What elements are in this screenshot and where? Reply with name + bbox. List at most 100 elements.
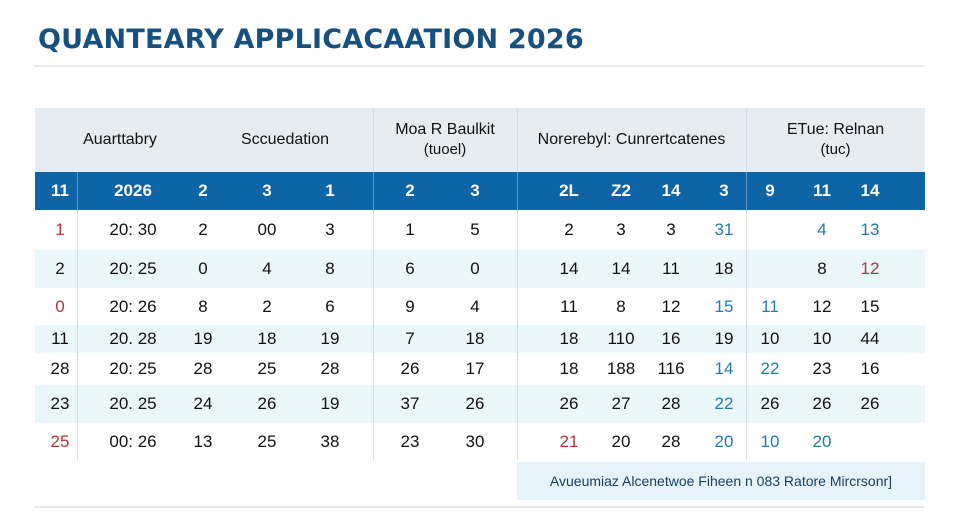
- table-cell: 23: [400, 431, 420, 451]
- table-cell: 2: [262, 296, 272, 316]
- table-cell: 6: [325, 296, 335, 316]
- table-cell: 19: [714, 329, 734, 348]
- table-cell: 31: [714, 220, 734, 239]
- table-cell: 2: [198, 220, 208, 239]
- table-cell: 19: [320, 394, 340, 413]
- table-cell: 20: [611, 431, 631, 451]
- table-cell: 30: [465, 431, 485, 451]
- table-cell: 16: [661, 329, 681, 348]
- group-header-label: Moa R Baulkit: [395, 121, 495, 138]
- table-cell: 20: 25: [109, 259, 157, 278]
- table-cell: 19: [320, 329, 340, 348]
- table-cell: 11: [761, 296, 779, 316]
- column-header: 3: [719, 181, 729, 200]
- column-divider: [517, 108, 518, 172]
- table-cell: 26: [760, 394, 780, 413]
- table-row: 23 20. 25 24 26 19 37 26 26 27 28 22 26 26 26: [35, 385, 925, 423]
- column-divider: [746, 172, 747, 210]
- bottom-divider: [34, 506, 924, 508]
- table-cell: 26: [860, 394, 880, 413]
- table-cell: 20: 30: [109, 220, 157, 239]
- group-header-1: Auarttabry: [55, 108, 185, 172]
- row-index-cell: 28: [50, 359, 70, 378]
- table-cell: 18: [714, 259, 734, 278]
- row-index-cell: 25: [50, 431, 70, 451]
- table-cell: 13: [193, 431, 213, 451]
- table-cell: 8: [616, 296, 626, 316]
- column-header: Z2: [611, 181, 631, 200]
- table-cell: 20. 25: [109, 394, 157, 413]
- column-divider: [517, 172, 518, 210]
- table-cell: 3: [325, 220, 335, 239]
- table-cell: 23: [812, 359, 832, 378]
- table-cell: 20. 28: [109, 329, 157, 348]
- table-cell: 4: [470, 296, 480, 316]
- row-index-cell: 2: [55, 259, 65, 278]
- column-divider: [77, 210, 78, 460]
- column-divider: [373, 108, 374, 172]
- table-cell: 10: [760, 329, 780, 348]
- row-index-cell: 23: [50, 394, 70, 413]
- table-cell: 20: [812, 431, 832, 451]
- column-header: 11: [51, 181, 69, 200]
- table-row: 2 20: 25 0 4 8 6 0 14 14 11 18 8 12: [35, 250, 925, 288]
- table-cell: 1: [405, 220, 415, 239]
- table-cell: 6: [405, 259, 415, 278]
- table-cell: 37: [400, 394, 420, 413]
- column-header: 3: [470, 181, 480, 200]
- row-index-cell: 0: [55, 296, 65, 316]
- table-cell: 8: [817, 259, 827, 278]
- table-cell: 18: [559, 359, 579, 378]
- table-cell: 28: [661, 394, 681, 413]
- table-cell: 12: [812, 296, 832, 316]
- table-cell: 3: [616, 220, 626, 239]
- title-divider: [34, 65, 924, 67]
- table-cell: 7: [405, 329, 415, 348]
- table-cell: 18: [257, 329, 277, 348]
- table-cell: 28: [661, 431, 681, 451]
- footer-note: Avueumiaz Alcenetwoe Fiheen n 083 Ratore…: [517, 462, 925, 500]
- table-cell: 188: [606, 359, 636, 378]
- column-divider: [746, 210, 747, 460]
- table-cell: 16: [860, 359, 880, 378]
- table-cell: 10: [760, 431, 780, 451]
- table-cell: 14: [714, 359, 734, 378]
- group-header-sublabel: (tuoel): [423, 141, 467, 158]
- table-cell: 11: [560, 296, 578, 316]
- table-cell: 00: 26: [109, 431, 157, 451]
- table-cell: 0: [198, 259, 208, 278]
- table-cell: 4: [262, 259, 272, 278]
- table-cell: 11: [662, 259, 680, 278]
- table-row: 28 20: 25 28 25 28 26 17 18 188 116 14 22 23 16: [35, 353, 925, 385]
- table-cell: 28: [193, 359, 213, 378]
- column-header: 2026: [114, 181, 152, 200]
- table-cell: 2: [564, 220, 574, 239]
- table-cell: 26: [812, 394, 832, 413]
- table-cell: 9: [405, 296, 415, 316]
- table-cell: 00: [257, 220, 277, 239]
- table-cell: 21: [559, 431, 579, 451]
- table-cell: 0: [470, 259, 480, 278]
- column-divider: [373, 210, 374, 460]
- table-cell: 27: [611, 394, 631, 413]
- table-cell: 26: [257, 394, 277, 413]
- column-header-band: 11 2026 2 3 1 2 3 2L Z2 14 3 9 11 14: [35, 172, 925, 210]
- column-divider: [77, 172, 78, 210]
- group-header-sublabel: (tuc): [820, 141, 851, 158]
- group-header-label: ETue: Relnan: [786, 121, 885, 138]
- column-divider: [746, 108, 747, 172]
- column-divider: [373, 172, 374, 210]
- table-cell: 20: [714, 431, 734, 451]
- group-header-3: Moa R Baulkit (tuoel): [373, 108, 517, 172]
- column-header: 1: [325, 181, 335, 200]
- table-cell: 22: [760, 359, 780, 378]
- group-header-row: Auarttabry Sccuedation Moa R Baulkit (tu…: [35, 108, 925, 172]
- table-cell: 14: [559, 259, 579, 278]
- table-cell: 26: [465, 394, 485, 413]
- table-cell: 22: [714, 394, 734, 413]
- group-header-label: Auarttabry: [83, 131, 157, 148]
- table-row: 11 20. 28 19 18 19 7 18 18 110 16 19 10 10 44: [35, 325, 925, 353]
- table-row: 0 20: 26 8 2 6 9 4 11 8 12 15 11 12 15: [35, 288, 925, 325]
- column-header: 14: [860, 181, 880, 200]
- table-cell: 20: 26: [109, 296, 157, 316]
